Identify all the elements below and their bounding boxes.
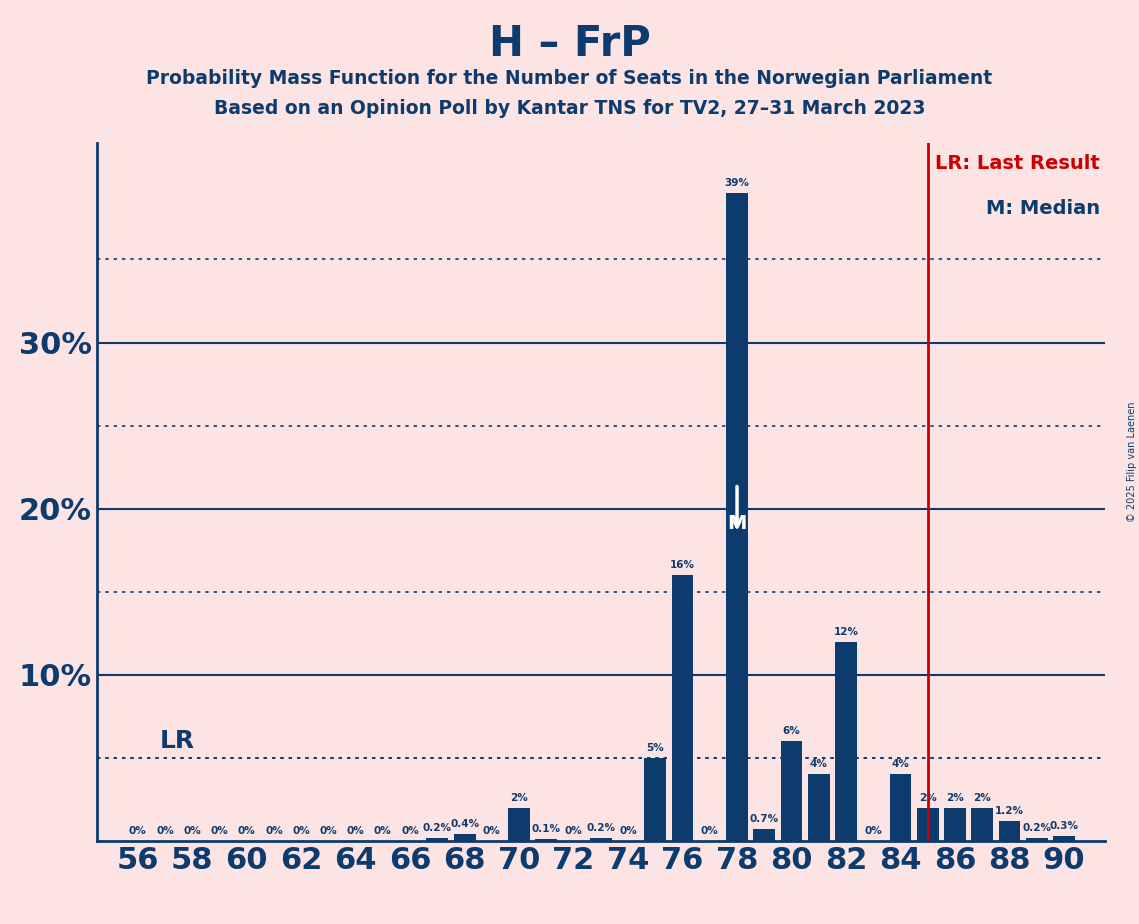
Text: 0.4%: 0.4% <box>450 820 480 829</box>
Bar <box>590 837 612 841</box>
Text: 0%: 0% <box>401 826 419 836</box>
Text: LR: Last Result: LR: Last Result <box>935 153 1100 173</box>
Text: 0.1%: 0.1% <box>532 824 560 834</box>
Bar <box>535 839 557 841</box>
Text: M: M <box>728 514 747 532</box>
Text: 0%: 0% <box>211 826 228 836</box>
Text: H – FrP: H – FrP <box>489 23 650 65</box>
Text: 0%: 0% <box>374 826 392 836</box>
Bar <box>453 834 475 841</box>
Text: 0.2%: 0.2% <box>423 822 452 833</box>
Text: 16%: 16% <box>670 560 695 570</box>
Bar <box>426 837 449 841</box>
Text: 5%: 5% <box>647 743 664 753</box>
Text: 6%: 6% <box>782 726 801 736</box>
Text: 0.3%: 0.3% <box>1049 821 1079 831</box>
Bar <box>890 774 911 841</box>
Bar <box>645 758 666 841</box>
Bar <box>917 808 939 841</box>
Text: 0%: 0% <box>129 826 147 836</box>
Text: 0%: 0% <box>620 826 637 836</box>
Text: 39%: 39% <box>724 178 749 188</box>
Text: Probability Mass Function for the Number of Seats in the Norwegian Parliament: Probability Mass Function for the Number… <box>147 69 992 89</box>
Bar <box>835 641 857 841</box>
Text: © 2025 Filip van Laenen: © 2025 Filip van Laenen <box>1126 402 1137 522</box>
Text: 0%: 0% <box>700 826 719 836</box>
Bar <box>1026 837 1048 841</box>
Text: 2%: 2% <box>919 793 936 803</box>
Text: 0%: 0% <box>320 826 337 836</box>
Text: 0%: 0% <box>183 826 202 836</box>
Text: M: Median: M: Median <box>985 199 1100 218</box>
Text: 2%: 2% <box>974 793 991 803</box>
Bar <box>1054 836 1075 841</box>
Text: 0%: 0% <box>238 826 255 836</box>
Bar <box>753 829 776 841</box>
Text: 12%: 12% <box>834 626 859 637</box>
Text: 0.2%: 0.2% <box>1022 822 1051 833</box>
Text: 0%: 0% <box>565 826 582 836</box>
Text: Based on an Opinion Poll by Kantar TNS for TV2, 27–31 March 2023: Based on an Opinion Poll by Kantar TNS f… <box>214 99 925 118</box>
Text: 0%: 0% <box>483 826 501 836</box>
Text: 2%: 2% <box>510 793 528 803</box>
Text: 0%: 0% <box>346 826 364 836</box>
Bar <box>972 808 993 841</box>
Bar <box>944 808 966 841</box>
Text: 0%: 0% <box>865 826 882 836</box>
Text: 0.2%: 0.2% <box>587 822 615 833</box>
Bar <box>727 193 748 841</box>
Text: 0.7%: 0.7% <box>749 814 779 824</box>
Bar <box>780 741 802 841</box>
Text: 4%: 4% <box>810 760 828 770</box>
Text: LR: LR <box>159 729 195 753</box>
Text: 0%: 0% <box>156 826 174 836</box>
Text: 1.2%: 1.2% <box>995 806 1024 816</box>
Bar <box>508 808 530 841</box>
Bar <box>999 821 1021 841</box>
Text: 0%: 0% <box>265 826 282 836</box>
Bar <box>672 575 694 841</box>
Text: 0%: 0% <box>293 826 310 836</box>
Text: 2%: 2% <box>947 793 964 803</box>
Text: 4%: 4% <box>892 760 909 770</box>
Bar <box>808 774 829 841</box>
